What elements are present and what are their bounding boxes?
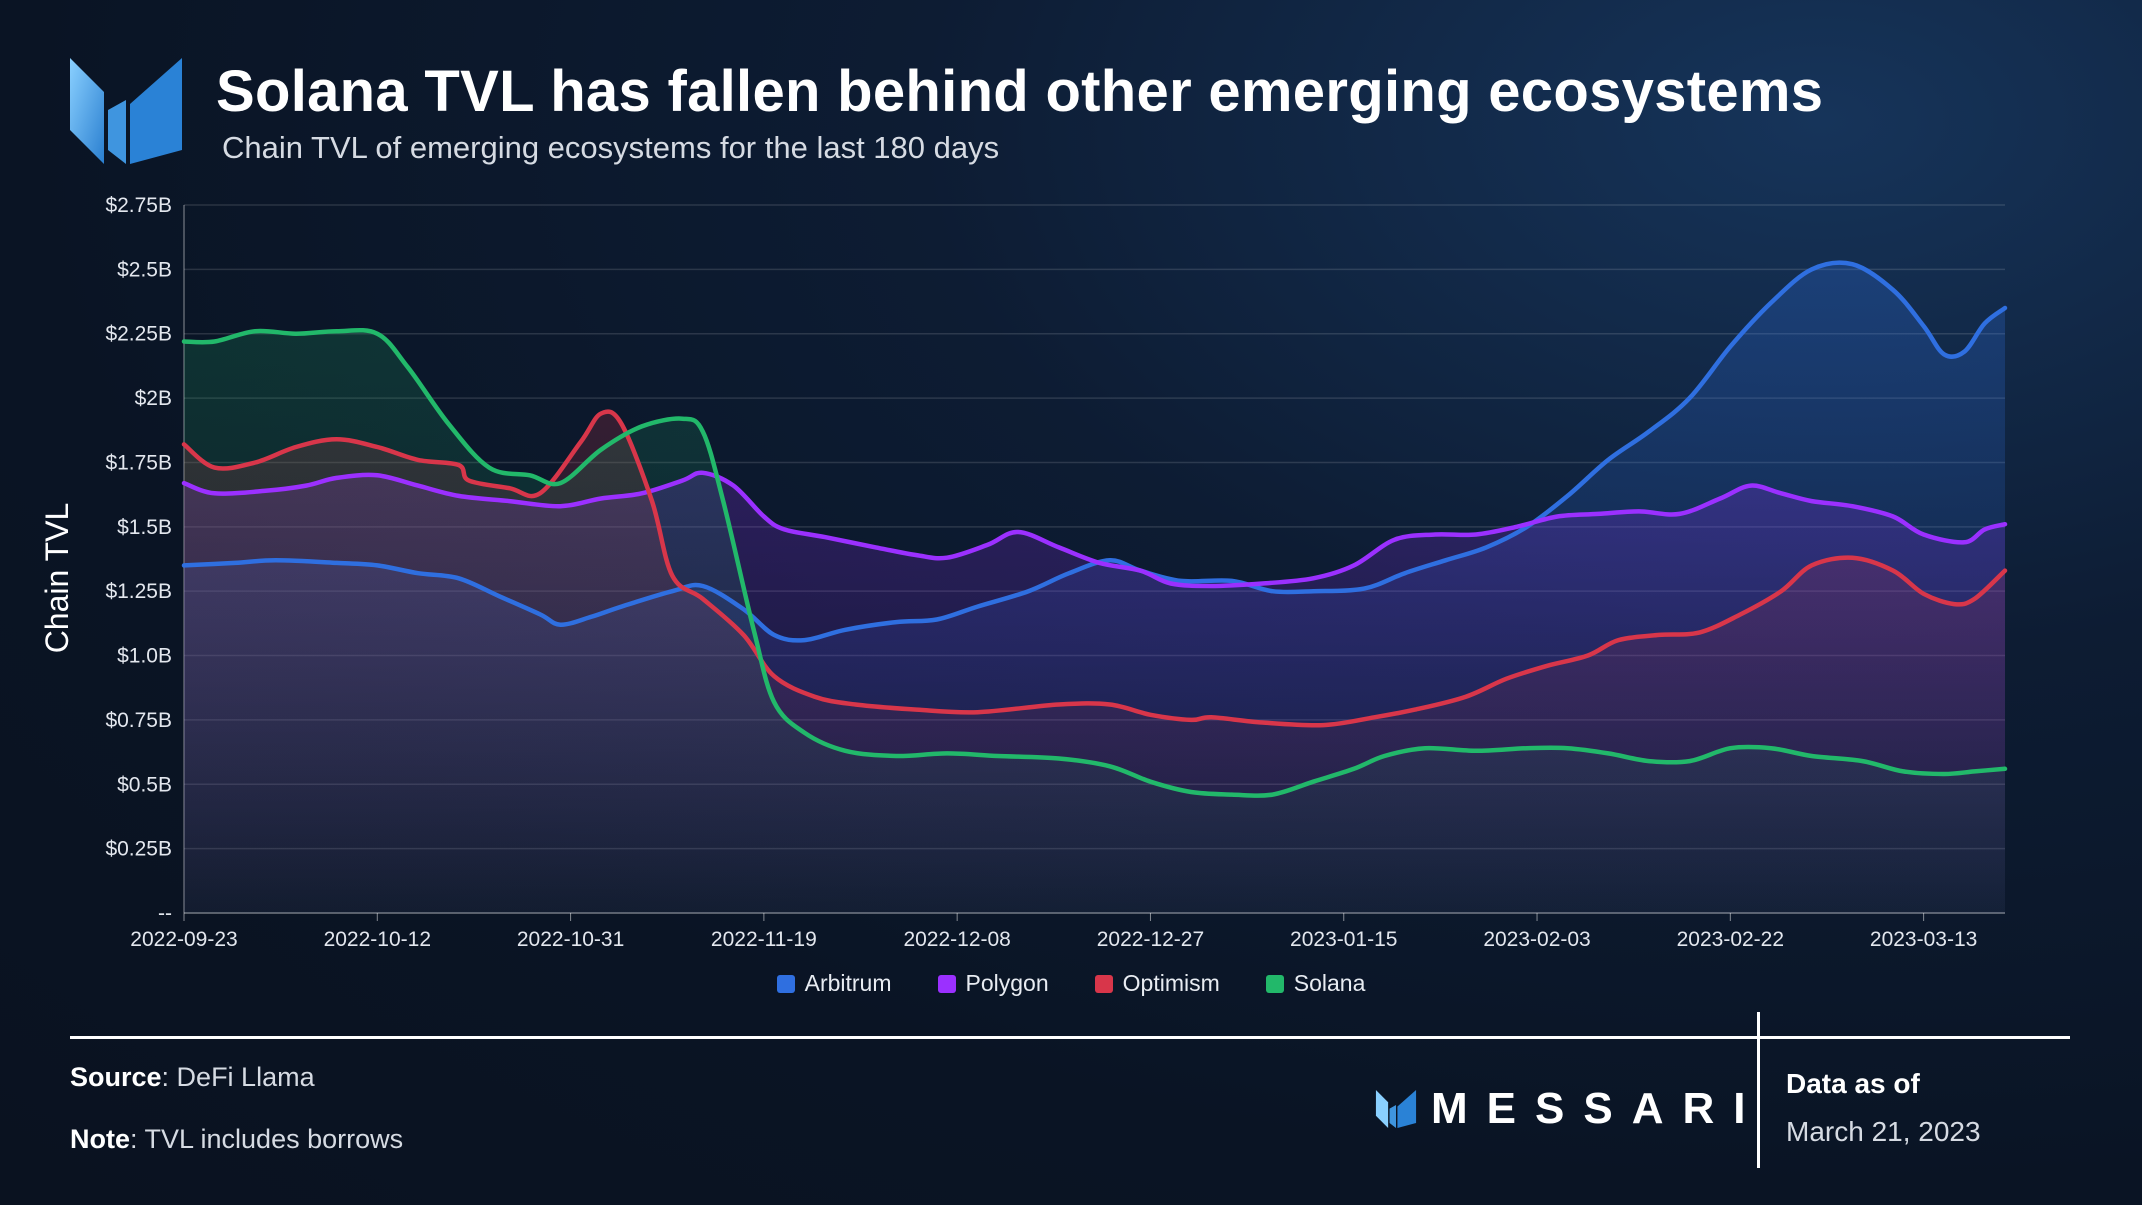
legend-item-optimism: Optimism bbox=[1094, 970, 1220, 997]
series-line-solana bbox=[181, 327, 2008, 798]
x-axis-ticks: 2022-09-23 2022-10-12 2022-10-31 2022-11-19… bbox=[130, 913, 1977, 951]
x-tick-label: 2022-12-27 bbox=[1097, 928, 1204, 951]
y-tick-label: $2.5B bbox=[117, 258, 172, 281]
chart-legend: Arbitrum Polygon Optimism Solana bbox=[0, 970, 2142, 997]
y-tick-label: $2.75B bbox=[105, 194, 172, 217]
series-line-polygon bbox=[181, 470, 2008, 589]
legend-label: Polygon bbox=[965, 970, 1049, 996]
legend-swatch bbox=[1265, 974, 1284, 993]
source-note: Source: DeFi Llama bbox=[70, 1062, 315, 1093]
note-value: : TVL includes borrows bbox=[130, 1124, 404, 1154]
y-tick-label: $2.25B bbox=[105, 323, 172, 346]
series-line-arbitrum bbox=[181, 260, 2008, 643]
y-tick-label: $1.75B bbox=[105, 451, 172, 474]
x-tick-label: 2023-03-13 bbox=[1870, 928, 1977, 951]
messari-wordmark: MESSARI bbox=[1431, 1084, 1765, 1133]
x-tick-label: 2022-12-08 bbox=[903, 928, 1010, 951]
legend-label: Arbitrum bbox=[804, 970, 892, 996]
tvl-note: Note: TVL includes borrows bbox=[70, 1124, 403, 1155]
source-label: Source bbox=[70, 1062, 162, 1092]
messari-small-logo-icon bbox=[1375, 1090, 1417, 1128]
y-tick-label: $1.5B bbox=[117, 516, 172, 539]
x-tick-label: 2022-10-12 bbox=[324, 928, 431, 951]
y-tick-label: -- bbox=[158, 902, 172, 925]
y-axis-ticks: -- $0.25B $0.5B $0.75B $1.0B $1.25B $1.5B $1.75… bbox=[105, 194, 172, 925]
messari-brand: MESSARI bbox=[1375, 1084, 1764, 1134]
footer-vertical-divider bbox=[1757, 1012, 1760, 1168]
x-tick-label: 2023-02-03 bbox=[1483, 928, 1590, 951]
y-tick-label: $2B bbox=[135, 387, 172, 410]
data-as-of-date: March 21, 2023 bbox=[1786, 1116, 1981, 1147]
messari-logo-icon bbox=[70, 58, 182, 164]
legend-item-arbitrum: Arbitrum bbox=[776, 970, 892, 997]
x-tick-label: 2023-01-15 bbox=[1290, 928, 1397, 951]
y-tick-label: $0.25B bbox=[105, 838, 172, 861]
legend-swatch bbox=[937, 974, 956, 993]
source-value: : DeFi Llama bbox=[161, 1062, 315, 1092]
x-tick-label: 2022-11-19 bbox=[711, 928, 817, 951]
legend-label: Solana bbox=[1293, 970, 1366, 996]
chart-subtitle: Chain TVL of emerging ecosystems for the… bbox=[222, 130, 1000, 165]
chart-title: Solana TVL has fallen behind other emerg… bbox=[216, 59, 1824, 124]
series-area-solana bbox=[184, 330, 2005, 914]
legend-swatch bbox=[776, 974, 795, 993]
x-tick-label: 2023-02-22 bbox=[1677, 928, 1784, 951]
y-tick-label: $1.25B bbox=[105, 580, 172, 603]
y-tick-label: $0.75B bbox=[105, 709, 172, 732]
series-lines bbox=[181, 260, 2008, 798]
x-tick-label: 2022-09-23 bbox=[130, 928, 237, 951]
tvl-line-chart: -- $0.25B $0.5B $0.75B $1.0B $1.25B $1.5B $1.75… bbox=[39, 194, 2008, 951]
legend-item-solana: Solana bbox=[1265, 970, 1366, 997]
y-tick-label: $0.5B bbox=[117, 773, 172, 796]
y-axis-label: Chain TVL bbox=[39, 503, 75, 654]
series-line-optimism bbox=[181, 409, 2008, 728]
legend-swatch bbox=[1094, 974, 1113, 993]
series-areas bbox=[184, 262, 2005, 914]
x-tick-label: 2022-10-31 bbox=[517, 928, 624, 951]
legend-item-polygon: Polygon bbox=[937, 970, 1049, 997]
footer-divider bbox=[70, 1036, 2070, 1039]
legend-label: Optimism bbox=[1122, 970, 1220, 996]
note-label: Note bbox=[70, 1124, 130, 1154]
y-tick-label: $1.0B bbox=[117, 645, 172, 668]
data-as-of-label: Data as of bbox=[1786, 1068, 1920, 1099]
